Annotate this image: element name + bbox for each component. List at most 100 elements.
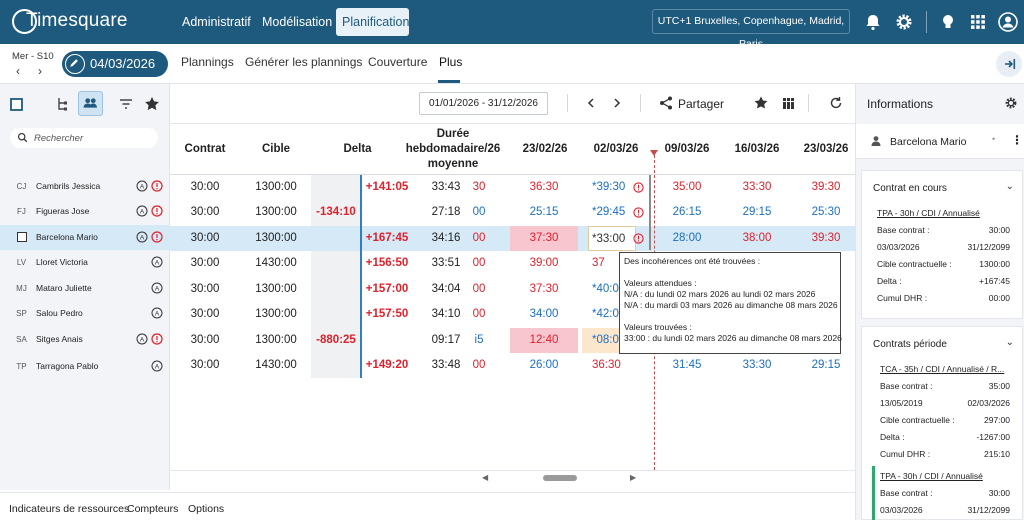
alert-icon[interactable] (151, 205, 163, 217)
delta-positive-cell[interactable] (362, 200, 412, 225)
delta-negative-cell[interactable]: -134:10 (316, 206, 356, 218)
delta-positive-cell[interactable]: +157:00 (365, 283, 409, 295)
duree-cell[interactable]: 34:16 (431, 232, 461, 244)
cible-cell[interactable]: 1430:00 (255, 359, 297, 371)
contract-link[interactable]: TPA - 30h / CDI / Annualisé (880, 471, 983, 481)
week-cell[interactable]: *33:00 (588, 226, 636, 251)
collapse-card-icon[interactable]: ⌄ (1005, 337, 1014, 348)
delta-negative-cell[interactable] (311, 302, 361, 327)
resource-row-figueras-jose[interactable]: FJ Figueras Jose A (0, 199, 170, 224)
resource-row-mataro-juliette[interactable]: MJ Mataro Juliette A (0, 276, 170, 301)
clock-a-icon[interactable]: A (151, 256, 163, 268)
apps-grid-icon[interactable] (967, 11, 989, 33)
cible-cell[interactable]: 1300:00 (255, 181, 297, 193)
tab-couverture[interactable]: Couverture (368, 55, 428, 69)
week-cell[interactable]: 38:00 (742, 232, 772, 244)
table-row[interactable]: 30:00 1300:00 +157:00 34:04 00 37:30 *40:0 (170, 277, 855, 302)
alert-icon[interactable] (151, 231, 163, 243)
contrat-cell[interactable]: 30:00 (190, 181, 220, 193)
clipped-cell[interactable]: 00 (472, 359, 486, 371)
week-cell[interactable]: 34:00 (529, 308, 559, 320)
collapse-card-icon[interactable]: ⌄ (1005, 181, 1014, 192)
column-header-week-3[interactable]: 09/03/26 (664, 142, 710, 155)
scrollbar-thumb[interactable] (543, 475, 577, 481)
week-cell[interactable]: 26:15 (672, 206, 702, 218)
contrat-cell[interactable]: 30:00 (190, 283, 220, 295)
user-account-icon[interactable] (997, 11, 1019, 33)
filter-icon[interactable] (116, 94, 136, 114)
chevron-left-icon[interactable] (582, 94, 600, 112)
clock-a-icon[interactable]: A (136, 333, 148, 345)
delta-positive-cell[interactable]: +156:50 (365, 257, 409, 269)
contrat-cell[interactable]: 30:00 (190, 206, 220, 218)
week-cell[interactable]: 31:45 (672, 359, 702, 371)
refresh-icon[interactable] (827, 94, 845, 112)
chevron-right-icon[interactable] (608, 94, 626, 112)
cible-cell[interactable]: 1300:00 (255, 334, 297, 346)
contrat-cell[interactable]: 30:00 (190, 308, 220, 320)
contrat-cell[interactable]: 30:00 (190, 334, 220, 346)
cible-cell[interactable]: 1300:00 (255, 283, 297, 295)
clipped-cell[interactable]: i5 (474, 334, 484, 346)
resource-row-salou-pedro[interactable]: SP Salou Pedro A (0, 301, 170, 326)
contrat-cell[interactable]: 30:00 (190, 257, 220, 269)
tab-plannings[interactable]: Plannings (181, 55, 234, 69)
star-icon[interactable] (142, 94, 162, 114)
table-row[interactable]: 30:00 1300:00 +141:05 33:43 30 36:30 *39:30 35:… (170, 175, 855, 200)
tab-options[interactable]: Options (188, 503, 225, 515)
week-cell[interactable]: 33:30 (742, 359, 772, 371)
clipped-cell[interactable]: 00 (472, 232, 486, 244)
horizontal-scrollbar[interactable]: ◀ ▶ (170, 470, 855, 484)
tab-indicateurs[interactable]: Indicateurs de ressources (9, 503, 130, 515)
week-cell[interactable]: 29:15 (811, 359, 841, 371)
more-options-icon[interactable]: ⋮ (1011, 133, 1023, 147)
delta-positive-cell[interactable]: +167:45 (365, 232, 409, 244)
delta-negative-cell[interactable]: -880:25 (316, 334, 356, 346)
clipped-cell[interactable]: 00 (472, 257, 486, 269)
duree-cell[interactable]: 09:17 (431, 334, 461, 346)
gear-icon[interactable] (893, 11, 915, 33)
week-cell[interactable]: *42:0 (592, 308, 619, 320)
column-header-cible[interactable]: Cible (261, 142, 291, 155)
clock-a-icon[interactable]: A (151, 360, 163, 372)
share-button[interactable]: Partager (678, 97, 725, 111)
week-cell[interactable]: 12:40 (510, 328, 578, 353)
delta-positive-cell[interactable]: +157:50 (365, 308, 409, 320)
select-all-checkbox[interactable] (6, 94, 26, 114)
week-cell[interactable]: 28:00 (672, 232, 702, 244)
cible-cell[interactable]: 1430:00 (255, 257, 297, 269)
delta-negative-cell[interactable] (311, 251, 361, 276)
week-cell[interactable]: 37 (592, 257, 605, 269)
week-cell[interactable]: 29:15 (742, 206, 772, 218)
alert-icon[interactable] (151, 180, 163, 192)
clipped-cell[interactable]: 00 (472, 283, 486, 295)
week-cell[interactable]: 36:30 (529, 181, 559, 193)
week-cell[interactable]: 37:30 (510, 226, 578, 251)
delta-negative-cell[interactable] (311, 277, 361, 302)
duree-cell[interactable]: 33:48 (431, 359, 461, 371)
scroll-right-icon[interactable]: ▶ (630, 473, 637, 482)
week-cell[interactable]: 25:30 (811, 206, 841, 218)
favorite-star-icon[interactable] (752, 94, 770, 112)
column-header-duree[interactable]: Durée hebdomadaire/26 moyenne (405, 127, 501, 170)
collapse-panel-button[interactable] (996, 51, 1022, 77)
duree-cell[interactable]: 34:04 (431, 283, 461, 295)
search-input[interactable]: Rechercher (10, 128, 158, 148)
column-header-contrat[interactable]: Contrat (184, 142, 226, 155)
share-icon[interactable] (657, 94, 675, 112)
week-cell[interactable]: *29:45 (592, 206, 626, 218)
column-header-week-5[interactable]: 23/03/26 (803, 142, 849, 155)
delta-negative-cell[interactable] (311, 226, 361, 251)
resource-row-sitges-anais[interactable]: SA Sitges Anais A (0, 327, 170, 352)
resource-row-barcelona-mario[interactable]: Barcelona Mario A (0, 225, 170, 250)
delta-positive-cell[interactable] (362, 328, 412, 353)
app-logo[interactable]: Timesquare (12, 7, 127, 37)
date-range-selector[interactable]: 01/01/2026 - 31/12/2026 (419, 92, 548, 115)
duree-cell[interactable]: 33:43 (431, 181, 461, 193)
contract-link[interactable]: TPA - 30h / CDI / Annualisé (877, 208, 980, 218)
contrat-cell[interactable]: 30:00 (190, 232, 220, 244)
clipped-cell[interactable]: 30 (472, 181, 486, 193)
week-cell[interactable]: 37:30 (529, 283, 559, 295)
contract-link[interactable]: TCA - 35h / CDI / Annualisé / R... (880, 364, 1005, 374)
resource-row-cambrils-jessica[interactable]: CJ Cambrils Jessica A (0, 174, 170, 199)
